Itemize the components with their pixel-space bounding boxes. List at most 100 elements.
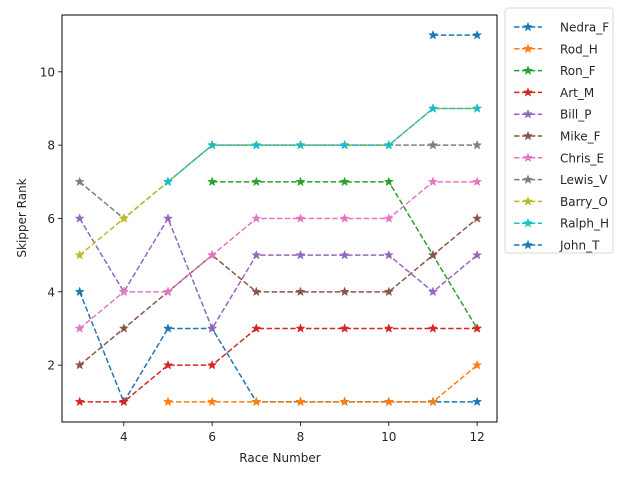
star-marker-icon <box>207 396 218 407</box>
y-axis-ticks: 2 4 6 8 10 <box>40 65 62 373</box>
legend-label: Bill_P <box>560 108 591 122</box>
star-marker-icon <box>74 176 85 187</box>
star-marker-icon <box>339 396 350 407</box>
x-tick-label: 8 <box>297 430 305 444</box>
star-marker-icon <box>522 130 534 141</box>
star-marker-icon <box>427 249 439 260</box>
star-marker-icon <box>427 103 439 113</box>
star-marker-icon <box>295 286 306 297</box>
x-axis-ticks: 4 6 8 10 12 <box>120 422 485 444</box>
star-marker-icon <box>162 176 174 187</box>
star-marker-icon <box>472 103 483 113</box>
legend-item: Art_M <box>514 86 594 100</box>
series-line <box>79 327 478 403</box>
star-marker-icon <box>118 286 129 297</box>
star-marker-icon <box>339 213 350 223</box>
star-marker-icon <box>162 286 174 297</box>
star-marker-icon <box>427 323 439 333</box>
legend-item: Mike_F <box>514 130 601 144</box>
legend-item: Bill_P <box>514 108 591 122</box>
star-marker-icon <box>472 249 483 260</box>
star-marker-icon <box>522 152 534 163</box>
star-marker-icon <box>427 286 439 297</box>
star-marker-icon <box>295 396 306 407</box>
x-tick-label: 10 <box>381 430 396 444</box>
legend-label: Chris_E <box>560 151 604 165</box>
star-marker-icon <box>295 139 306 150</box>
legend-item: Ralph_H <box>514 217 609 231</box>
star-marker-icon <box>74 286 85 297</box>
legend-item: Barry_O <box>514 195 608 209</box>
series-layer <box>74 29 483 407</box>
star-marker-icon <box>339 139 350 150</box>
star-marker-icon <box>74 359 85 370</box>
legend: Nedra_F Rod_H Ron_F Art_M Bill_P Mike_F Chris_… <box>504 7 614 254</box>
star-marker-icon <box>522 108 534 119</box>
star-marker-icon <box>162 323 174 333</box>
star-marker-icon <box>207 359 218 370</box>
star-marker-icon <box>427 396 439 407</box>
star-marker-icon <box>522 217 534 228</box>
star-marker-icon <box>162 396 174 407</box>
star-marker-icon <box>383 139 394 150</box>
x-axis-label: Race Number <box>239 451 320 465</box>
legend-item: Ron_F <box>514 64 596 78</box>
star-marker-icon <box>251 249 262 260</box>
star-marker-icon <box>74 249 85 260</box>
star-marker-icon <box>339 286 350 297</box>
legend-item: Rod_H <box>514 42 598 56</box>
star-marker-icon <box>522 43 534 54</box>
star-marker-icon <box>383 323 394 333</box>
legend-label: Lewis_V <box>560 173 608 187</box>
star-marker-icon <box>118 213 129 223</box>
star-marker-icon <box>427 29 439 40</box>
star-marker-icon <box>472 359 483 370</box>
legend-label: Art_M <box>560 86 594 100</box>
star-marker-icon <box>74 323 85 333</box>
star-marker-icon <box>162 359 174 370</box>
series-rod-h <box>162 359 483 407</box>
star-marker-icon <box>522 239 534 250</box>
star-marker-icon <box>251 286 262 297</box>
star-marker-icon <box>207 323 218 333</box>
series-line <box>167 107 478 183</box>
star-marker-icon <box>207 139 218 150</box>
y-tick-label: 8 <box>47 139 55 153</box>
series-line <box>79 216 478 331</box>
star-marker-icon <box>427 139 439 150</box>
legend-label: Rod_H <box>560 42 598 56</box>
x-tick-label: 4 <box>120 430 128 444</box>
legend-item: Chris_E <box>514 151 604 165</box>
star-marker-icon <box>295 249 306 260</box>
legend-label: Barry_O <box>560 195 608 209</box>
star-marker-icon <box>427 176 439 187</box>
star-marker-icon <box>251 396 262 407</box>
star-marker-icon <box>383 396 394 407</box>
star-marker-icon <box>522 174 534 184</box>
y-tick-label: 2 <box>47 359 55 373</box>
star-marker-icon <box>251 176 262 187</box>
series-ralph-h <box>162 103 483 187</box>
star-marker-icon <box>472 139 483 150</box>
star-marker-icon <box>295 213 306 223</box>
star-marker-icon <box>339 249 350 260</box>
star-marker-icon <box>522 196 534 206</box>
star-marker-icon <box>472 29 483 40</box>
x-tick-label: 6 <box>208 430 216 444</box>
series-bill-p <box>74 213 483 333</box>
star-marker-icon <box>472 323 483 333</box>
star-marker-icon <box>472 213 483 223</box>
series-line <box>78 291 478 404</box>
y-axis-label: Skipper Rank <box>15 178 29 257</box>
star-marker-icon <box>162 213 174 223</box>
star-marker-icon <box>74 396 85 407</box>
star-marker-icon <box>207 249 218 260</box>
star-marker-icon <box>295 176 306 187</box>
star-marker-icon <box>251 213 262 223</box>
star-marker-icon <box>383 286 394 297</box>
series-line <box>167 364 478 403</box>
star-marker-icon <box>251 139 262 150</box>
star-marker-icon <box>118 396 129 407</box>
series-chris-e <box>74 176 483 333</box>
